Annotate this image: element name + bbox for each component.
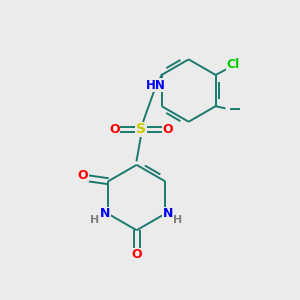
Text: O: O [109,123,120,136]
Text: N: N [100,207,110,220]
Text: O: O [131,248,142,261]
Text: H: H [173,215,182,225]
Text: Cl: Cl [227,58,240,71]
Text: O: O [163,123,173,136]
Text: O: O [78,169,88,182]
Text: HN: HN [146,79,166,92]
Text: N: N [163,207,173,220]
Text: H: H [90,215,100,225]
Text: S: S [136,122,146,136]
